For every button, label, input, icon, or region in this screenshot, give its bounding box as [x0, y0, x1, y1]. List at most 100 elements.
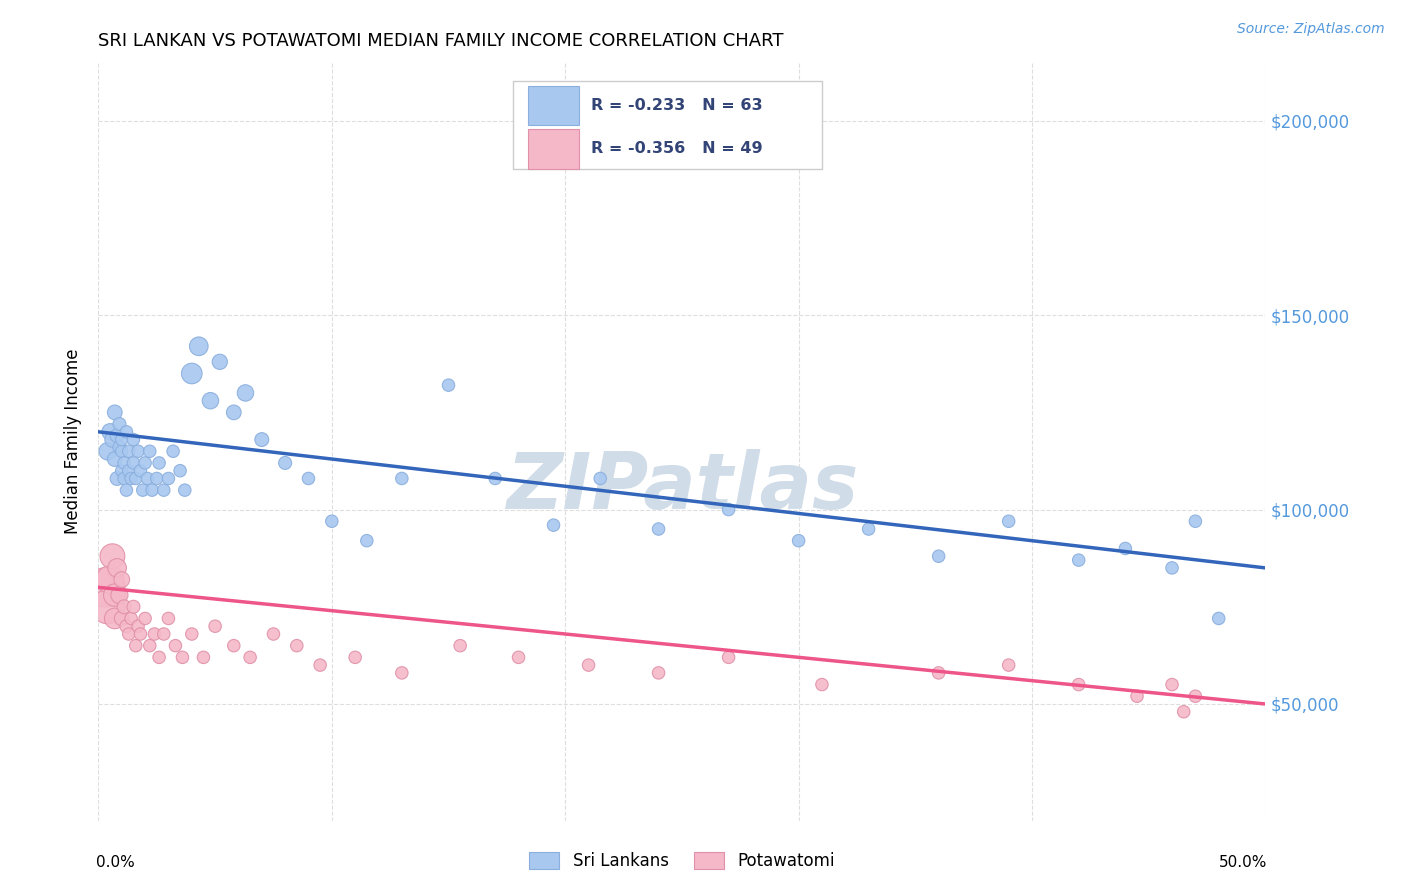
Point: [97, 444, 120, 458]
Point: [157, 611, 180, 625]
Point: [136, 471, 159, 485]
Point: [204, 619, 226, 633]
Point: [1184, 690, 1206, 704]
Point: [111, 464, 134, 478]
Point: [134, 611, 156, 625]
Legend: Sri Lankans, Potawatomi: Sri Lankans, Potawatomi: [523, 846, 841, 877]
Point: [122, 599, 145, 614]
Point: [173, 483, 195, 497]
Y-axis label: Median Family Income: Median Family Income: [65, 349, 83, 534]
Point: [104, 611, 127, 625]
Point: [127, 444, 149, 458]
Point: [129, 627, 152, 641]
Point: [120, 611, 142, 625]
Point: [125, 471, 148, 485]
Point: [111, 573, 134, 587]
Point: [997, 658, 1019, 673]
Point: [115, 483, 138, 497]
Point: [105, 561, 128, 575]
Point: [274, 456, 297, 470]
Point: [647, 522, 669, 536]
Point: [105, 428, 128, 442]
Point: [1184, 514, 1206, 528]
FancyBboxPatch shape: [513, 81, 823, 169]
Point: [111, 611, 134, 625]
Text: 0.0%: 0.0%: [96, 855, 135, 870]
Point: [132, 483, 155, 497]
Text: 50.0%: 50.0%: [1219, 855, 1268, 870]
Point: [108, 588, 131, 602]
Point: [104, 405, 127, 419]
Point: [139, 444, 162, 458]
Point: [122, 433, 145, 447]
Point: [239, 650, 262, 665]
Point: [811, 677, 834, 691]
Point: [997, 514, 1019, 528]
Point: [717, 650, 740, 665]
Point: [111, 444, 134, 458]
Point: [928, 665, 950, 680]
Point: [1161, 677, 1184, 691]
Text: Source: ZipAtlas.com: Source: ZipAtlas.com: [1237, 22, 1385, 37]
Point: [180, 627, 202, 641]
Point: [1208, 611, 1230, 625]
Point: [104, 588, 127, 602]
Point: [112, 471, 135, 485]
Point: [222, 405, 245, 419]
Point: [589, 471, 612, 485]
Point: [391, 665, 413, 680]
Point: [858, 522, 880, 536]
Point: [162, 444, 184, 458]
Point: [193, 650, 215, 665]
Point: [344, 650, 367, 665]
Point: [118, 627, 141, 641]
Point: [309, 658, 332, 673]
Point: [94, 580, 117, 594]
Text: ZIPatlas: ZIPatlas: [506, 449, 858, 525]
Point: [1067, 553, 1090, 567]
Point: [148, 456, 170, 470]
Point: [1114, 541, 1136, 556]
Point: [208, 355, 231, 369]
Point: [928, 549, 950, 564]
Point: [321, 514, 343, 528]
Point: [97, 599, 120, 614]
Point: [146, 471, 169, 485]
Point: [125, 639, 148, 653]
Point: [115, 425, 138, 439]
Point: [105, 471, 128, 485]
Point: [508, 650, 530, 665]
Point: [165, 639, 187, 653]
Point: [543, 518, 565, 533]
Point: [129, 464, 152, 478]
Point: [157, 471, 180, 485]
Point: [111, 433, 134, 447]
Text: R = -0.356   N = 49: R = -0.356 N = 49: [591, 142, 762, 156]
Point: [200, 393, 222, 408]
Point: [101, 549, 124, 564]
Point: [787, 533, 810, 548]
Point: [152, 627, 174, 641]
Point: [437, 378, 460, 392]
Point: [134, 456, 156, 470]
Point: [1126, 690, 1149, 704]
Point: [1173, 705, 1195, 719]
Point: [112, 599, 135, 614]
Point: [1067, 677, 1090, 691]
Point: [101, 433, 124, 447]
Point: [148, 650, 170, 665]
Point: [141, 483, 163, 497]
Point: [222, 639, 245, 653]
Point: [1161, 561, 1184, 575]
Point: [139, 639, 162, 653]
Point: [98, 425, 121, 439]
Point: [297, 471, 319, 485]
Point: [108, 417, 131, 431]
Point: [235, 386, 257, 401]
Point: [169, 464, 191, 478]
Point: [484, 471, 506, 485]
Text: SRI LANKAN VS POTAWATOMI MEDIAN FAMILY INCOME CORRELATION CHART: SRI LANKAN VS POTAWATOMI MEDIAN FAMILY I…: [98, 32, 785, 50]
Point: [122, 456, 145, 470]
Point: [262, 627, 284, 641]
Point: [115, 619, 138, 633]
